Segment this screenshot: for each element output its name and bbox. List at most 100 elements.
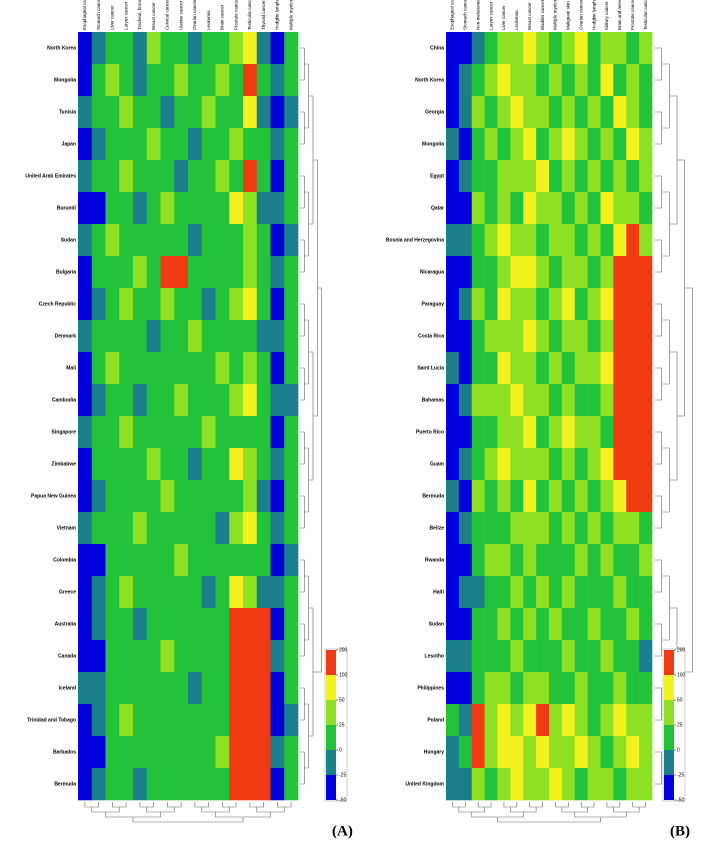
heat-cell (471, 96, 485, 129)
heat-cell (561, 224, 576, 257)
heat-cell (523, 32, 537, 65)
heat-cell (91, 64, 106, 97)
row-label: Bermuda (54, 781, 76, 787)
heat-cell (105, 160, 120, 193)
heat-cell (471, 416, 485, 449)
heat-cell (497, 640, 511, 673)
heat-cell (91, 96, 106, 129)
heat-cell (160, 480, 175, 513)
heat-cell (215, 320, 230, 353)
heat-cell (243, 416, 258, 449)
heat-cell (600, 576, 614, 609)
heat-cell (133, 192, 148, 225)
row-label: China (430, 45, 444, 51)
column-label: Bladder cancer (540, 0, 545, 30)
heat-cell (626, 544, 640, 577)
heat-cell (510, 416, 524, 449)
row-label: Philippines (417, 685, 444, 691)
heat-cell (523, 96, 537, 129)
heat-cell (497, 448, 511, 481)
heat-cell (626, 384, 640, 417)
heat-cell (497, 512, 511, 545)
heat-cell (91, 640, 106, 673)
heat-cell (174, 128, 189, 161)
heat-cell (119, 384, 134, 417)
heat-cell (105, 384, 120, 417)
heat-cell (549, 768, 563, 801)
heat-cell (201, 288, 216, 321)
dendrogram (300, 623, 305, 657)
heat-cell (639, 192, 653, 225)
heat-cell (600, 96, 614, 129)
dendrogram (300, 47, 305, 81)
heat-cell (458, 608, 473, 641)
dendrogram (308, 607, 314, 737)
heat-cell (78, 736, 93, 769)
heat-cell (549, 352, 563, 385)
heat-cell (201, 416, 216, 449)
colorbar-tick-label: 0 (339, 747, 342, 753)
heat-cell (119, 640, 134, 673)
heat-cell (78, 288, 93, 321)
heat-cell (146, 128, 161, 161)
heat-cell (626, 576, 640, 609)
heat-cell (78, 96, 93, 129)
heat-cell (229, 256, 244, 289)
heat-cell (613, 192, 627, 225)
heat-cell (626, 480, 640, 513)
heat-cell (270, 448, 285, 481)
row-label: Puerto Rico (416, 429, 444, 435)
heat-cell (536, 480, 550, 513)
heat-cell (561, 640, 576, 673)
heat-cell (91, 32, 106, 65)
heat-cell (160, 736, 175, 769)
heat-cell (523, 736, 537, 769)
heat-cell (174, 704, 189, 737)
column-label: Uterine cancer (178, 0, 183, 30)
heat-cell (600, 448, 614, 481)
heat-cell (549, 288, 563, 321)
heat-cell (471, 512, 485, 545)
dendrogram (669, 95, 678, 225)
heat-cell (458, 640, 473, 673)
row-label: Costa Rica (418, 333, 444, 339)
row-label: Colombia (53, 557, 76, 563)
heat-cell (215, 512, 230, 545)
heat-cell (600, 544, 614, 577)
heat-cell (446, 192, 460, 225)
heat-cell (105, 96, 120, 129)
heat-cell (133, 160, 148, 193)
heat-cell (146, 32, 161, 65)
heat-cell (561, 192, 576, 225)
heat-cell (497, 544, 511, 577)
heat-cell (574, 384, 588, 417)
heat-cell (626, 352, 640, 385)
heat-cell (284, 256, 299, 289)
row-label: Zimbabwe (52, 461, 77, 467)
heat-cell (510, 736, 524, 769)
heat-cell (613, 64, 627, 97)
heat-cell (458, 768, 473, 801)
heat-cell (174, 640, 189, 673)
heat-cell (523, 352, 537, 385)
heat-cell (243, 160, 258, 193)
heat-cell (243, 320, 258, 353)
heat-cell (188, 384, 203, 417)
heat-cell (201, 192, 216, 225)
heat-cell (243, 672, 258, 705)
heat-cell (256, 512, 271, 545)
heat-cell (188, 96, 203, 129)
heat-cell (574, 448, 588, 481)
colorbar-swatch (326, 650, 336, 675)
heat-cell (215, 768, 230, 801)
heat-cell (523, 640, 537, 673)
heat-cell (160, 320, 175, 353)
heat-cell (284, 384, 299, 417)
heat-cell (458, 256, 473, 289)
heat-cell (574, 640, 588, 673)
heat-cell (105, 416, 120, 449)
colorbar-tick-label: -50 (677, 797, 684, 803)
heat-cell (510, 512, 524, 545)
heat-cell (188, 704, 203, 737)
heat-cell (458, 128, 473, 161)
